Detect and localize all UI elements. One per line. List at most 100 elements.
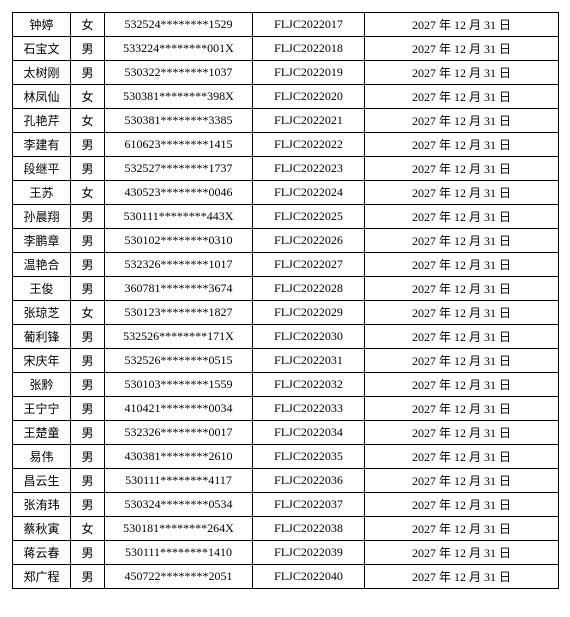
table-row: 张洧玮男530324********0534FLJC20220372027 年 … [13, 493, 559, 517]
table-row: 石宝文男533224********001XFLJC20220182027 年 … [13, 37, 559, 61]
cell-expiry: 2027 年 12 月 31 日 [365, 301, 559, 325]
cell-code: FLJC2022036 [253, 469, 365, 493]
cell-code: FLJC2022019 [253, 61, 365, 85]
cell-code: FLJC2022029 [253, 301, 365, 325]
cell-gender: 男 [71, 61, 105, 85]
cell-idnum: 530324********0534 [105, 493, 253, 517]
cell-gender: 女 [71, 13, 105, 37]
cell-expiry: 2027 年 12 月 31 日 [365, 541, 559, 565]
cell-name: 李建有 [13, 133, 71, 157]
cell-name: 太树刚 [13, 61, 71, 85]
cell-code: FLJC2022030 [253, 325, 365, 349]
cell-name: 易伟 [13, 445, 71, 469]
table-row: 王俊男360781********3674FLJC20220282027 年 1… [13, 277, 559, 301]
cell-name: 孔艳芹 [13, 109, 71, 133]
cell-expiry: 2027 年 12 月 31 日 [365, 61, 559, 85]
cell-name: 蒋云春 [13, 541, 71, 565]
cell-name: 张洧玮 [13, 493, 71, 517]
cell-idnum: 610623********1415 [105, 133, 253, 157]
cell-gender: 男 [71, 205, 105, 229]
cell-expiry: 2027 年 12 月 31 日 [365, 349, 559, 373]
cell-code: FLJC2022032 [253, 373, 365, 397]
cell-gender: 男 [71, 373, 105, 397]
cell-gender: 男 [71, 37, 105, 61]
cell-expiry: 2027 年 12 月 31 日 [365, 421, 559, 445]
cell-code: FLJC2022037 [253, 493, 365, 517]
table-row: 李鹏章男530102********0310FLJC20220262027 年 … [13, 229, 559, 253]
cell-idnum: 430523********0046 [105, 181, 253, 205]
cell-name: 王楚童 [13, 421, 71, 445]
cell-expiry: 2027 年 12 月 31 日 [365, 565, 559, 589]
cell-idnum: 532524********1529 [105, 13, 253, 37]
table-row: 温艳合男532326********1017FLJC20220272027 年 … [13, 253, 559, 277]
cell-expiry: 2027 年 12 月 31 日 [365, 517, 559, 541]
cell-name: 张琼芝 [13, 301, 71, 325]
cell-idnum: 430381********2610 [105, 445, 253, 469]
cell-gender: 男 [71, 565, 105, 589]
cell-gender: 男 [71, 133, 105, 157]
table-row: 易伟男430381********2610FLJC20220352027 年 1… [13, 445, 559, 469]
cell-idnum: 530181********264X [105, 517, 253, 541]
cell-idnum: 530111********443X [105, 205, 253, 229]
cell-idnum: 530111********4117 [105, 469, 253, 493]
cell-expiry: 2027 年 12 月 31 日 [365, 493, 559, 517]
cell-idnum: 532527********1737 [105, 157, 253, 181]
cell-gender: 男 [71, 157, 105, 181]
table-row: 葡利锋男532526********171XFLJC20220302027 年 … [13, 325, 559, 349]
cell-name: 葡利锋 [13, 325, 71, 349]
cell-name: 张黔 [13, 373, 71, 397]
table-row: 林凤仙女530381********398XFLJC20220202027 年 … [13, 85, 559, 109]
cell-idnum: 530322********1037 [105, 61, 253, 85]
cell-code: FLJC2022021 [253, 109, 365, 133]
table-row: 张琼芝女530123********1827FLJC20220292027 年 … [13, 301, 559, 325]
cell-code: FLJC2022017 [253, 13, 365, 37]
table-row: 李建有男610623********1415FLJC20220222027 年 … [13, 133, 559, 157]
cell-gender: 男 [71, 397, 105, 421]
cell-code: FLJC2022025 [253, 205, 365, 229]
cell-code: FLJC2022026 [253, 229, 365, 253]
cell-code: FLJC2022020 [253, 85, 365, 109]
cell-name: 林凤仙 [13, 85, 71, 109]
cell-idnum: 530103********1559 [105, 373, 253, 397]
cell-name: 段继平 [13, 157, 71, 181]
cell-expiry: 2027 年 12 月 31 日 [365, 445, 559, 469]
cell-gender: 女 [71, 301, 105, 325]
cell-code: FLJC2022035 [253, 445, 365, 469]
cell-gender: 男 [71, 229, 105, 253]
table-row: 王宁宁男410421********0034FLJC20220332027 年 … [13, 397, 559, 421]
cell-gender: 男 [71, 541, 105, 565]
cell-code: FLJC2022040 [253, 565, 365, 589]
cell-idnum: 532526********171X [105, 325, 253, 349]
table-row: 王楚童男532326********0017FLJC20220342027 年 … [13, 421, 559, 445]
table-row: 蒋云春男530111********1410FLJC20220392027 年 … [13, 541, 559, 565]
cell-name: 温艳合 [13, 253, 71, 277]
cell-idnum: 530381********398X [105, 85, 253, 109]
cell-name: 孙晨翔 [13, 205, 71, 229]
cell-code: FLJC2022034 [253, 421, 365, 445]
cell-expiry: 2027 年 12 月 31 日 [365, 157, 559, 181]
table-row: 钟婷女532524********1529FLJC20220172027 年 1… [13, 13, 559, 37]
cell-idnum: 532326********1017 [105, 253, 253, 277]
table-row: 张黔男530103********1559FLJC20220322027 年 1… [13, 373, 559, 397]
cell-idnum: 410421********0034 [105, 397, 253, 421]
cell-code: FLJC2022038 [253, 517, 365, 541]
cell-expiry: 2027 年 12 月 31 日 [365, 373, 559, 397]
cell-name: 石宝文 [13, 37, 71, 61]
cell-name: 郑广程 [13, 565, 71, 589]
table-row: 郑广程男450722********2051FLJC20220402027 年 … [13, 565, 559, 589]
table-row: 太树刚男530322********1037FLJC20220192027 年 … [13, 61, 559, 85]
cell-expiry: 2027 年 12 月 31 日 [365, 37, 559, 61]
cell-idnum: 530111********1410 [105, 541, 253, 565]
cell-gender: 男 [71, 493, 105, 517]
cell-expiry: 2027 年 12 月 31 日 [365, 277, 559, 301]
cell-gender: 女 [71, 181, 105, 205]
cell-code: FLJC2022018 [253, 37, 365, 61]
cell-expiry: 2027 年 12 月 31 日 [365, 133, 559, 157]
cell-code: FLJC2022039 [253, 541, 365, 565]
cell-gender: 男 [71, 253, 105, 277]
cell-expiry: 2027 年 12 月 31 日 [365, 13, 559, 37]
cell-expiry: 2027 年 12 月 31 日 [365, 205, 559, 229]
cell-gender: 男 [71, 445, 105, 469]
table-row: 孙晨翔男530111********443XFLJC20220252027 年 … [13, 205, 559, 229]
cell-idnum: 360781********3674 [105, 277, 253, 301]
